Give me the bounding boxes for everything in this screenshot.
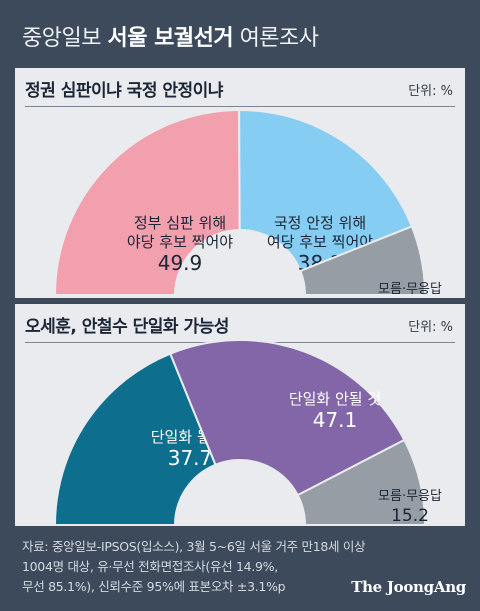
page-title: 중앙일보 서울 보궐선거 여론조사 [22,20,319,52]
source-line: 자료: 중앙일보-IPSOS(입소스), 3월 5~6일 서울 거주 만18세 … [22,539,366,554]
segment-value: 47.1 [313,408,358,432]
title-bold: 서울 보궐선거 [107,26,234,51]
segment-label: 정부 심판 위해 [134,214,226,232]
source-line: 1004명 대상, 유·무선 전화면접조사(유선 14.9%, [22,559,278,574]
panel-title: 오세훈, 안철수 단일화 가능성 [25,317,229,337]
segment-value: 15.2 [391,506,429,526]
segment-label: 여당 후보 찍어야 [267,233,373,251]
source-line: 무선 85.1%), 신뢰수준 95%에 표본오차 ±3.1%p [22,579,286,594]
segment-label: 모름·무응답 [378,489,442,504]
unit-label: 단위: % [408,320,453,335]
segment-value: 49.9 [158,251,203,275]
donut-segment [238,109,414,273]
donut-segment [53,352,217,526]
source-note: 자료: 중앙일보-IPSOS(입소스), 3월 5~6일 서울 거주 만18세 … [22,537,462,597]
donut-segment [168,339,406,497]
segment-label: 국정 안정 위해 [274,214,366,232]
chart-panel-unification: 오세훈, 안철수 단일화 가능성 단위: % 단일화 될 것 37.7 단일화 안될… [15,304,465,526]
panel-title: 정권 심판이냐 국정 안정이냐 [25,81,223,101]
unit-label: 단위: % [408,84,453,99]
donut-segment [296,438,427,526]
title-suffix: 여론조사 [233,26,319,51]
brand-logo: The JoongAng [351,578,466,596]
panel-header: 정권 심판이냐 국정 안정이냐 단위: % [25,68,455,107]
segment-label: 모름·무응답 [378,282,442,297]
donut-segment [53,108,241,296]
segment-value: 37.7 [168,446,213,470]
title-prefix: 중앙일보 [22,26,108,51]
segment-label: 단일화 안될 것 [289,390,381,408]
chart-panel-government-judgment: 정권 심판이냐 국정 안정이냐 단위: % 정부 심판 위해 야당 후보 찍어야 4… [15,68,465,298]
segment-label: 야당 후보 찍어야 [127,233,233,251]
donut-segment [299,225,427,296]
